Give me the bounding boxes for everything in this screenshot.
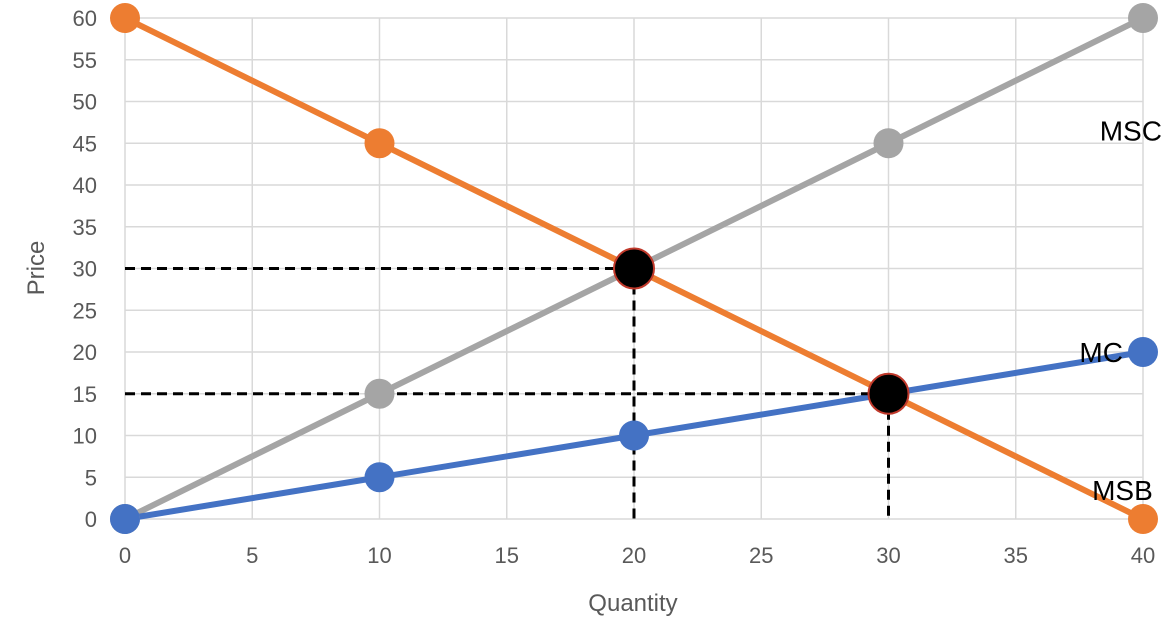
y-tick-label: 20 (73, 340, 97, 365)
x-tick-label: 10 (367, 543, 391, 568)
x-tick-label: 25 (749, 543, 773, 568)
series-markers (110, 3, 1158, 534)
y-tick-label: 50 (73, 90, 97, 115)
y-tick-label: 60 (73, 6, 97, 31)
x-tick-label: 0 (119, 543, 131, 568)
x-axis-title: Quantity (588, 590, 677, 617)
series-labels: MSC MC MSB (1079, 116, 1162, 506)
y-axis-ticks: 0 5 10 15 20 25 30 35 40 45 50 55 60 (73, 6, 97, 532)
y-tick-label: 30 (73, 257, 97, 282)
x-tick-label: 35 (1004, 543, 1028, 568)
y-tick-label: 0 (85, 507, 97, 532)
y-tick-label: 35 (73, 215, 97, 240)
marker-msc (364, 378, 395, 409)
series-label-msc: MSC (1100, 116, 1162, 147)
marker-mc (110, 504, 140, 534)
x-tick-label: 30 (876, 543, 900, 568)
marker-mc (364, 462, 395, 493)
x-tick-label: 20 (622, 543, 646, 568)
y-tick-label: 10 (73, 424, 97, 449)
series-label-mc: MC (1079, 337, 1123, 368)
marker-msb (110, 3, 140, 33)
x-tick-label: 40 (1131, 543, 1155, 568)
x-tick-label: 15 (495, 543, 519, 568)
x-tick-label: 5 (246, 543, 258, 568)
y-tick-label: 5 (85, 465, 97, 490)
marker-msb (364, 128, 395, 159)
y-tick-label: 55 (73, 48, 97, 73)
y-tick-label: 15 (73, 382, 97, 407)
equilibrium-point (613, 247, 655, 290)
marker-msc (873, 128, 904, 159)
y-tick-label: 40 (73, 173, 97, 198)
series-label-msb: MSB (1092, 475, 1153, 506)
x-axis-ticks: 0 5 10 15 20 25 30 35 40 (119, 543, 1155, 568)
marker-msb (1128, 504, 1158, 534)
marker-mc (1128, 337, 1158, 367)
equilibrium-point (867, 372, 910, 415)
y-tick-label: 45 (73, 131, 97, 156)
y-tick-label: 25 (73, 298, 97, 323)
y-axis-title: Price (23, 241, 50, 296)
marker-mc (619, 420, 649, 451)
equilibrium-points (613, 247, 910, 415)
marker-msc (1128, 3, 1158, 33)
